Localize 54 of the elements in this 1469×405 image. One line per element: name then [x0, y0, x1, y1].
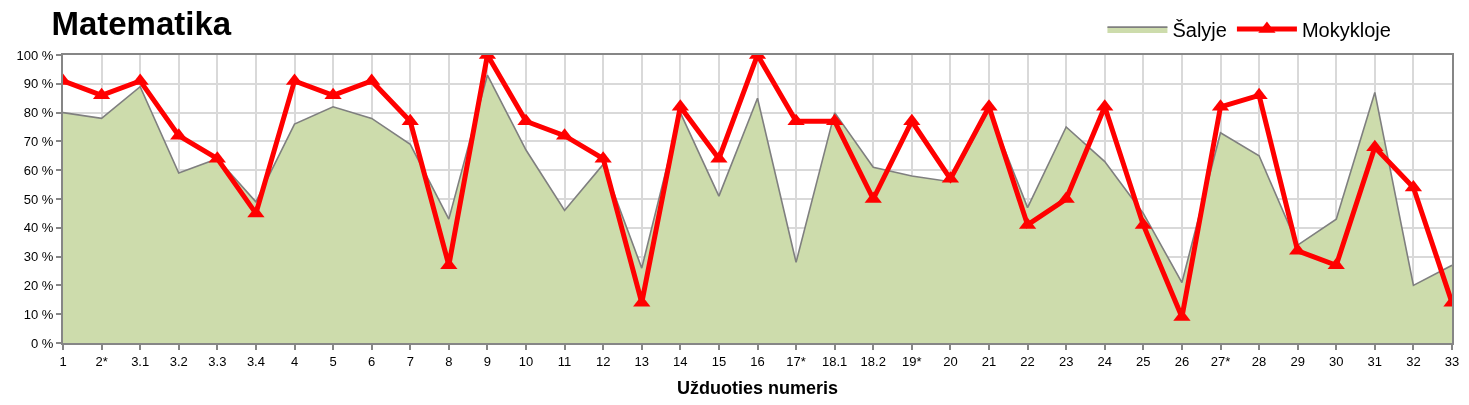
x-tick-label: 18.2 [860, 353, 886, 369]
y-tick-label: 20 % [23, 277, 54, 293]
x-tick-label: 3.2 [169, 353, 188, 369]
legend-label: Šalyje [1172, 18, 1227, 41]
y-tick-label: 50 % [23, 191, 54, 207]
x-tick-label: 8 [445, 353, 453, 369]
chart-title: Matematika [51, 4, 232, 42]
y-tick-label: 80 % [23, 105, 54, 121]
x-tick-label: 31 [1367, 353, 1383, 369]
x-tick-label: 18.1 [822, 353, 848, 369]
x-tick-label: 1 [59, 353, 67, 369]
point [324, 87, 342, 100]
x-axis-title: Užduoties numeris [676, 378, 839, 399]
y-tick-label: 0 % [30, 335, 54, 351]
x-tick-label: 21 [981, 353, 997, 369]
y-tick-label: 90 % [23, 76, 54, 92]
x-tick-label: 2* [95, 353, 108, 369]
x-tick-label: 24 [1097, 353, 1112, 369]
x-tick-label: 29 [1290, 353, 1305, 369]
x-tick-label: 17* [786, 353, 806, 369]
x-tick-label: 6 [368, 353, 376, 369]
x-tick-label: 9 [483, 353, 492, 369]
x-tick-label: 14 [673, 353, 688, 369]
x-tick-label: 13 [634, 353, 649, 369]
x-tick-label: 11 [557, 353, 572, 369]
x-tick-label: 19* [902, 353, 922, 369]
x-tick-label: 26 [1174, 353, 1190, 369]
legend-label: Mokykloje [1301, 18, 1391, 41]
x-tick-label: 3.4 [246, 353, 265, 369]
x-tick-label: 4 [290, 353, 299, 369]
x-tick-label: 12 [595, 353, 611, 369]
y-tick-label: 60 % [23, 162, 54, 178]
x-tick-label: 25 [1136, 353, 1151, 369]
y-tick-label: 70 % [23, 133, 54, 149]
point [247, 205, 265, 218]
x-tick-label: 10 [518, 353, 534, 369]
y-tick-label: 30 % [23, 249, 54, 265]
x-tick-label: 3.3 [208, 353, 227, 369]
x-tick-label: 20 [943, 353, 958, 369]
x-tick-label: 15 [711, 353, 727, 369]
x-tick-label: 3.1 [131, 353, 150, 369]
y-tick-label: 40 % [23, 220, 54, 236]
x-tick-label: 33 [1444, 353, 1460, 369]
x-tick-label: 7 [406, 353, 414, 369]
x-tick-label: 5 [329, 353, 337, 369]
x-tick-label: 23 [1058, 353, 1074, 369]
x-tick-label: 22 [1020, 353, 1035, 369]
x-tick-label: 32 [1406, 353, 1421, 369]
x-tick-label: 27* [1210, 353, 1231, 369]
x-tick-label: 30 [1329, 353, 1344, 369]
y-tick-label: 10 % [23, 306, 54, 322]
x-tick-label: 16 [750, 353, 765, 369]
x-tick-label: 28 [1251, 353, 1267, 369]
y-tick-label: 100 % [16, 47, 54, 63]
